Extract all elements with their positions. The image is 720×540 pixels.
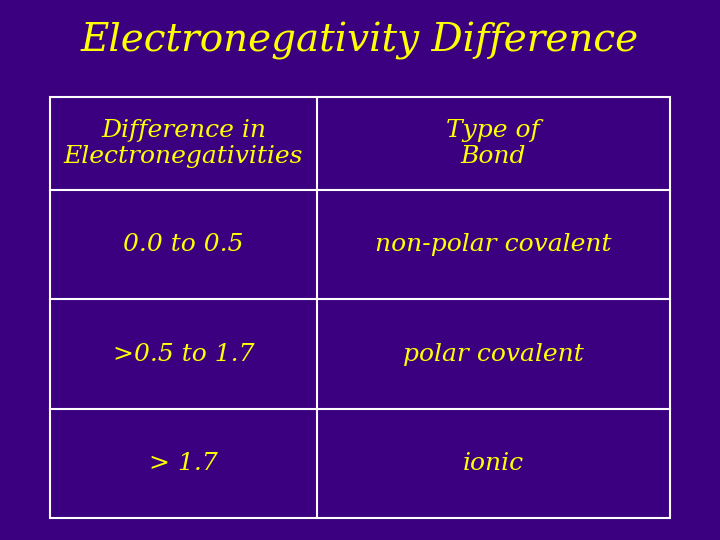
Text: >0.5 to 1.7: >0.5 to 1.7 — [113, 343, 254, 366]
Text: polar covalent: polar covalent — [402, 343, 584, 366]
Text: > 1.7: > 1.7 — [149, 452, 218, 475]
Text: 0.0 to 0.5: 0.0 to 0.5 — [123, 233, 244, 256]
Bar — [50, 97, 670, 518]
Text: ionic: ionic — [463, 452, 523, 475]
Text: Electronegativity Difference: Electronegativity Difference — [81, 22, 639, 59]
Text: non-polar covalent: non-polar covalent — [375, 233, 611, 256]
Text: Difference in
Electronegativities: Difference in Electronegativities — [64, 119, 303, 168]
Text: Type of
Bond: Type of Bond — [446, 119, 540, 168]
